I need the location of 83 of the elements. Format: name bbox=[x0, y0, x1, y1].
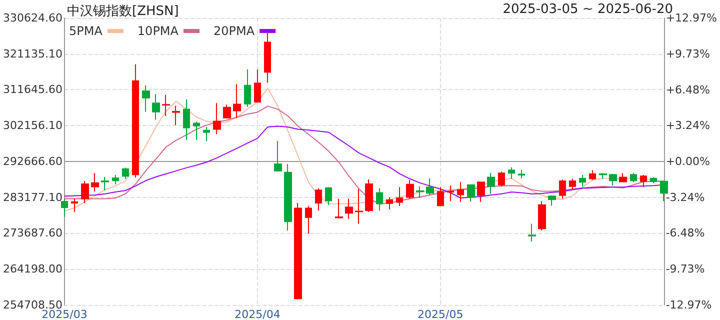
candlestick bbox=[355, 188, 363, 224]
candlestick bbox=[376, 188, 383, 212]
candlestick bbox=[386, 196, 393, 210]
candlestick bbox=[447, 185, 454, 202]
candlestick bbox=[274, 140, 282, 172]
y-tick-label: 321135.10 bbox=[2, 47, 62, 60]
candlestick bbox=[315, 188, 322, 212]
y-tick-label: 292666.60 bbox=[2, 155, 62, 168]
x-tick-label: 2025/04 bbox=[234, 308, 280, 320]
candlestick bbox=[396, 186, 403, 206]
candlestick bbox=[193, 121, 200, 140]
y2-tick-label: +3.24% bbox=[666, 119, 710, 132]
candlestick bbox=[213, 102, 221, 135]
candlestick bbox=[569, 178, 576, 190]
candlestick bbox=[244, 69, 251, 108]
y2-tick-label: -3.24% bbox=[666, 190, 705, 204]
candlestick bbox=[406, 179, 414, 200]
chart-title: 中汉锡指数[ZHSN] bbox=[67, 4, 179, 19]
candlestick bbox=[518, 169, 525, 179]
candlestick bbox=[183, 98, 190, 140]
candlestick bbox=[305, 205, 312, 234]
candlestick bbox=[61, 198, 68, 218]
candlestick bbox=[132, 64, 139, 178]
candlestick bbox=[660, 180, 668, 202]
candlestick bbox=[122, 167, 129, 180]
candlestick bbox=[112, 174, 119, 185]
candlestick bbox=[162, 94, 170, 117]
candlestick bbox=[640, 174, 647, 188]
candlestick bbox=[101, 176, 109, 191]
candlestick bbox=[294, 202, 302, 300]
y-tick-label: 311645.60 bbox=[2, 83, 62, 96]
y2-tick-label: -6.48% bbox=[666, 226, 705, 240]
candlestick bbox=[559, 179, 566, 200]
y-tick-label: 283177.10 bbox=[2, 190, 62, 204]
candlestick bbox=[81, 180, 89, 204]
candlestick bbox=[650, 176, 657, 184]
candlestick bbox=[457, 182, 464, 202]
legend-label: 20PMA bbox=[213, 24, 256, 38]
candlestick bbox=[528, 223, 536, 242]
candlestick bbox=[142, 84, 150, 112]
candlestick bbox=[264, 32, 271, 84]
candlestick bbox=[477, 181, 485, 202]
candlestick bbox=[467, 184, 475, 202]
y2-tick-label: +0.00% bbox=[666, 155, 710, 168]
y-tick-label: 264198.00 bbox=[2, 262, 62, 276]
line-series bbox=[64, 88, 664, 212]
candlestick bbox=[579, 174, 586, 187]
legend-label: 5PMA bbox=[68, 24, 104, 38]
candlestick bbox=[589, 170, 596, 180]
y2-tick-label: +6.48% bbox=[666, 83, 710, 96]
candlestick bbox=[437, 186, 444, 206]
y2-tick-label: -9.73% bbox=[666, 262, 705, 276]
candlestick bbox=[335, 198, 343, 219]
candlestick bbox=[223, 104, 231, 119]
candlestick bbox=[487, 172, 495, 194]
candlestick bbox=[203, 126, 210, 142]
candlestick bbox=[365, 179, 373, 213]
y-tick-label: 330624.60 bbox=[2, 12, 62, 24]
candlestick bbox=[325, 186, 332, 206]
candlestick bbox=[619, 172, 627, 183]
candlestick bbox=[172, 105, 180, 126]
candlestick bbox=[609, 173, 617, 186]
candlestick bbox=[345, 198, 353, 220]
candlestick bbox=[508, 166, 515, 180]
legend-label: 10PMA bbox=[137, 24, 180, 38]
candlestick bbox=[426, 178, 434, 196]
candlestick bbox=[152, 94, 160, 120]
candlestick bbox=[498, 171, 505, 187]
candlestick bbox=[233, 84, 241, 119]
candlestick bbox=[599, 172, 607, 180]
candlestick bbox=[254, 69, 261, 103]
candlestick bbox=[538, 200, 546, 232]
candlestick bbox=[548, 194, 556, 206]
candlestick bbox=[630, 172, 637, 183]
x-tick-label: 2025/05 bbox=[418, 308, 464, 320]
candlestick bbox=[91, 172, 99, 192]
y2-tick-label: +9.73% bbox=[666, 47, 710, 60]
candlestick bbox=[416, 186, 424, 199]
y-tick-label: 273687.60 bbox=[2, 226, 62, 240]
y2-tick-label: -12.97% bbox=[666, 298, 712, 312]
candlestick bbox=[284, 164, 292, 232]
y-tick-label: 302156.10 bbox=[2, 119, 62, 132]
candlestick bbox=[71, 198, 78, 213]
